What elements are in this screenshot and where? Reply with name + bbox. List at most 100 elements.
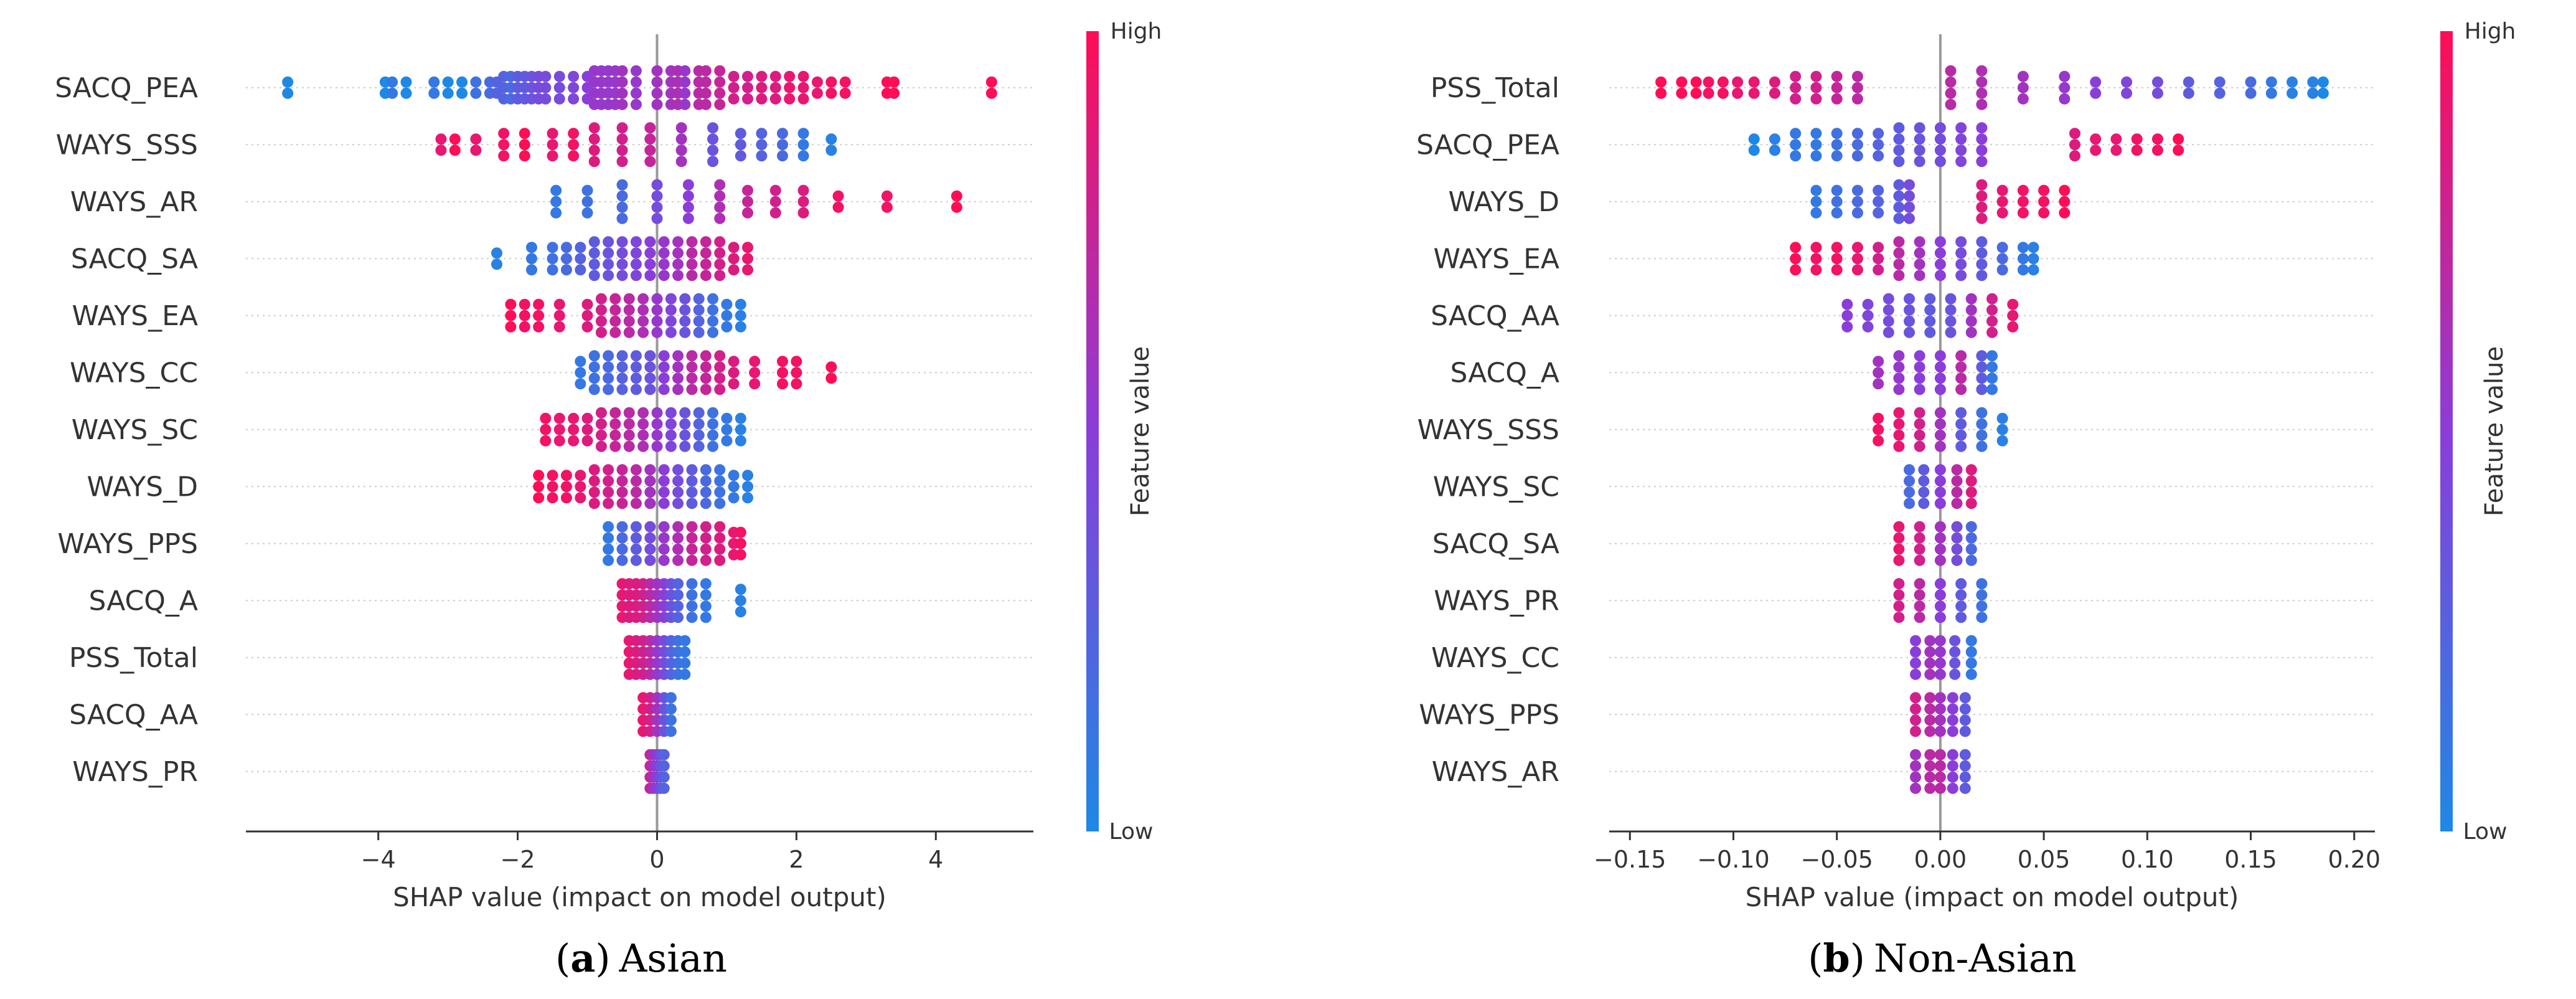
shap-point [1732,87,1744,99]
shap-point [1947,771,1958,783]
shap-point [881,190,893,202]
shap-point [1976,87,1988,99]
shap-point [1947,714,1958,726]
shap-point [616,258,628,270]
shap-point [658,760,670,772]
shap-point [679,635,691,646]
shap-point [2059,196,2071,207]
shap-point [1949,646,1961,658]
shap-point [825,76,837,88]
shap-point [519,310,530,321]
shap-point [1934,646,1946,658]
shap-point [1910,714,1921,726]
shap-point [700,65,712,77]
shap-point [505,298,517,310]
shap-point [714,475,726,487]
shap-point [616,464,628,476]
shap-point [1717,87,1729,99]
shap-point [728,470,740,481]
shap-point [595,429,607,441]
shap-point [1914,384,1925,395]
shap-point [644,543,656,555]
shap-point [1934,122,1946,134]
shap-point [616,76,628,88]
shap-point [428,76,440,88]
shap-point [1910,703,1921,715]
shap-point [581,184,593,196]
shap-point [1862,298,1874,310]
shap-point [1914,144,1925,156]
shap-point [623,326,635,338]
shap-point [616,486,628,498]
shap-point [735,139,746,151]
shap-point [1883,315,1894,327]
shap-point [1862,321,1874,333]
shap-point [1769,144,1780,156]
shap-point [1947,692,1958,704]
shap-point [637,418,649,430]
shap-point [623,429,635,441]
x-tick-label: −4 [361,846,396,873]
shap-point [700,87,712,99]
shap-point [714,532,726,544]
shap-point [1976,612,1988,623]
shap-point [525,264,537,276]
shap-point [2017,196,2029,207]
shap-point [797,82,809,93]
shap-point [776,378,788,390]
shap-point [2151,76,2163,88]
shap-point [721,412,733,424]
shap-point [1934,749,1946,760]
shap-point [616,212,628,224]
shap-point [644,521,656,533]
colorbar-title: Feature value [1126,346,1155,516]
shap-point [2121,87,2133,99]
shap-point [568,150,580,162]
x-tick-label: −2 [501,846,535,873]
shap-point [672,578,684,590]
shap-point [2017,70,2029,82]
shap-point [1965,304,1977,316]
shap-point [1893,407,1905,419]
shap-point [1914,156,1925,168]
shap-point [679,646,691,658]
shap-point [825,87,837,99]
shap-point [700,236,712,248]
shap-point [1955,350,1967,362]
shap-point [784,93,796,105]
shap-point [1904,486,1916,498]
shap-point [2317,76,2329,88]
shap-point [1893,190,1905,202]
shap-point [811,76,823,88]
shap-point [1976,384,1988,395]
shap-point [1955,440,1967,452]
shap-point [616,98,628,110]
shap-point [728,82,740,93]
shap-point [595,407,607,419]
shap-point [1924,749,1936,760]
shap-point [2007,321,2019,333]
shap-point [728,70,740,82]
shap-point [665,418,677,430]
shap-point [2038,196,2050,207]
shap-point [2131,144,2143,156]
colorbar-title: Feature value [2480,346,2509,516]
shap-point [1955,361,1967,373]
shap-point [797,128,809,140]
shap-point [1996,253,2008,265]
shap-point [1986,372,1998,384]
shap-point [707,156,719,168]
shap-point [540,412,552,424]
shap-point [1810,196,1822,207]
shap-point [616,532,628,544]
shap-point [1976,76,1988,88]
shap-point [1831,242,1843,253]
shap-point [575,481,586,493]
shap-point [533,298,545,310]
shap-point [658,486,670,498]
shap-point [714,247,726,259]
shap-point [1924,657,1936,669]
shap-point [2317,87,2329,99]
shap-point [533,470,545,481]
shap-point [700,589,712,601]
